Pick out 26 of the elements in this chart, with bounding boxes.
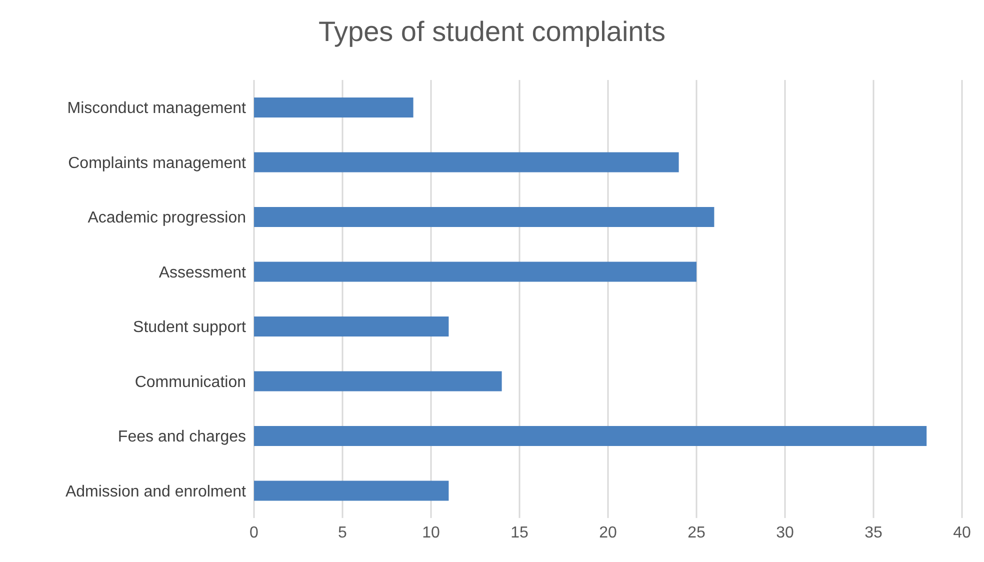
x-tick-label: 15 [510, 524, 528, 542]
bar [254, 98, 414, 118]
y-tick-label: Assessment [158, 264, 247, 282]
bar [254, 262, 696, 282]
bar [254, 426, 927, 446]
bar [254, 316, 449, 337]
y-tick-label: Admission and enrolment [65, 483, 247, 500]
y-tick-label: Fees and charges [118, 428, 246, 446]
x-tick-label: 35 [864, 524, 882, 542]
x-tick-label: 30 [776, 524, 794, 542]
x-tick-label: 40 [953, 524, 971, 542]
x-tick-label: 0 [250, 524, 259, 542]
bar [254, 152, 679, 172]
chart-title: Types of student complaints [317, 15, 667, 49]
y-tick-label: Complaints management [68, 154, 247, 172]
x-tick-label: 25 [688, 524, 706, 542]
bar [254, 371, 502, 392]
bar [254, 480, 449, 501]
y-tick-label: Student support [133, 319, 247, 336]
bar [254, 207, 714, 228]
y-tick-label: Misconduct management [67, 100, 247, 118]
y-tick-label: Academic progression [88, 210, 246, 227]
y-tick-label: Communication [134, 374, 246, 391]
x-tick-label: 20 [599, 524, 617, 542]
x-tick-label: 5 [338, 524, 348, 542]
x-tick-label: 10 [422, 524, 440, 542]
